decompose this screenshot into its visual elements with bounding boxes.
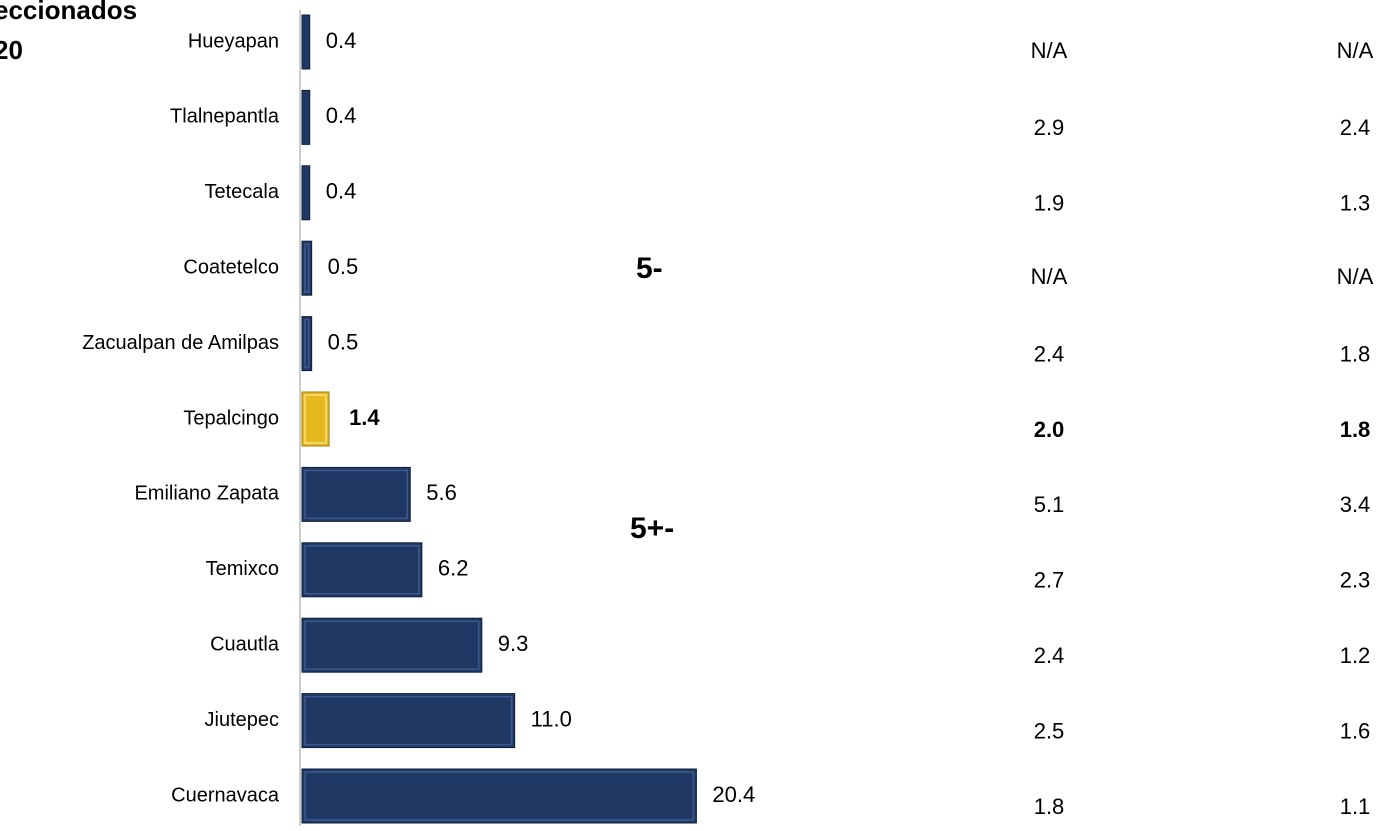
table-cell: 2.4 [1034,341,1065,366]
data-label: 9.3 [498,631,529,656]
bar [301,466,411,522]
y-tick-label: Hueyapan [188,30,279,52]
data-label: 0.4 [326,103,357,128]
table-cell: N/A [1031,264,1068,289]
table-cell: 1.9 [1034,191,1065,216]
bar [301,391,330,447]
table-cell: 1.6 [1340,718,1371,743]
y-tick-label: Tetecala [205,181,280,203]
table-cell: 2.0 [1034,417,1065,442]
bar-bevel [304,695,513,746]
table-cell: N/A [1337,264,1374,289]
data-label: 1.4 [349,405,380,430]
table-cell: N/A [1337,38,1374,63]
y-tick-label: Tepalcingo [183,407,279,429]
chart-title: eccionados [0,0,137,25]
bar [301,240,313,296]
data-label: 0.5 [328,254,359,279]
bar-bevel [304,620,480,670]
data-label: 11.0 [531,706,572,731]
chart-subtitle: 20 [0,35,23,65]
bar [301,768,697,824]
data-label: 20.4 [712,782,755,807]
y-tick-label: Temixco [206,558,279,580]
y-tick-label: Cuautla [210,633,280,655]
bar-bevel [304,318,310,369]
bar [301,693,516,749]
table-cell: 1.8 [1034,794,1065,819]
table-cell: 3.4 [1340,492,1371,517]
bar [301,542,423,598]
y-tick-label: Emiliano Zapata [134,483,279,505]
bar [301,165,311,221]
bar-bevel [304,243,310,293]
bar-bevel [304,469,409,520]
table-cell: N/A [1031,38,1068,63]
data-label: 6.2 [438,556,469,581]
y-tick-label: Coatetelco [183,256,279,278]
annotation: 5- [636,252,663,285]
y-tick-label: Jiutepec [205,709,280,731]
y-tick-label: Tlalnepantla [170,106,280,128]
y-tick-label: Zacualpan de Amilpas [82,332,279,354]
table-cell: 1.8 [1340,417,1371,442]
annotation: 5+- [630,512,674,545]
table-cell: 2.7 [1034,568,1065,593]
table-cell: 2.3 [1340,568,1371,593]
y-tick-label: Cuernavaca [171,784,280,806]
table-cell: 1.3 [1340,191,1371,216]
table-cell: 2.4 [1034,643,1065,668]
table-cell: 1.8 [1340,341,1371,366]
bar [301,14,311,70]
data-label: 0.5 [328,329,359,354]
table-cell: 5.1 [1034,492,1065,517]
bar-bevel [304,771,695,821]
data-label: 0.4 [326,179,357,204]
bar [301,617,483,673]
table-cell: 2.5 [1034,718,1065,743]
data-label: 5.6 [426,480,457,505]
bar [301,89,311,145]
table-cell: 2.4 [1340,115,1371,140]
bar-bevel [304,545,420,595]
table-cell: 2.9 [1034,115,1065,140]
bar-bevel [304,394,327,444]
data-label: 0.4 [326,28,357,53]
table-cell: 1.1 [1340,794,1371,819]
bar [301,316,313,372]
table-cell: 1.2 [1340,643,1371,668]
